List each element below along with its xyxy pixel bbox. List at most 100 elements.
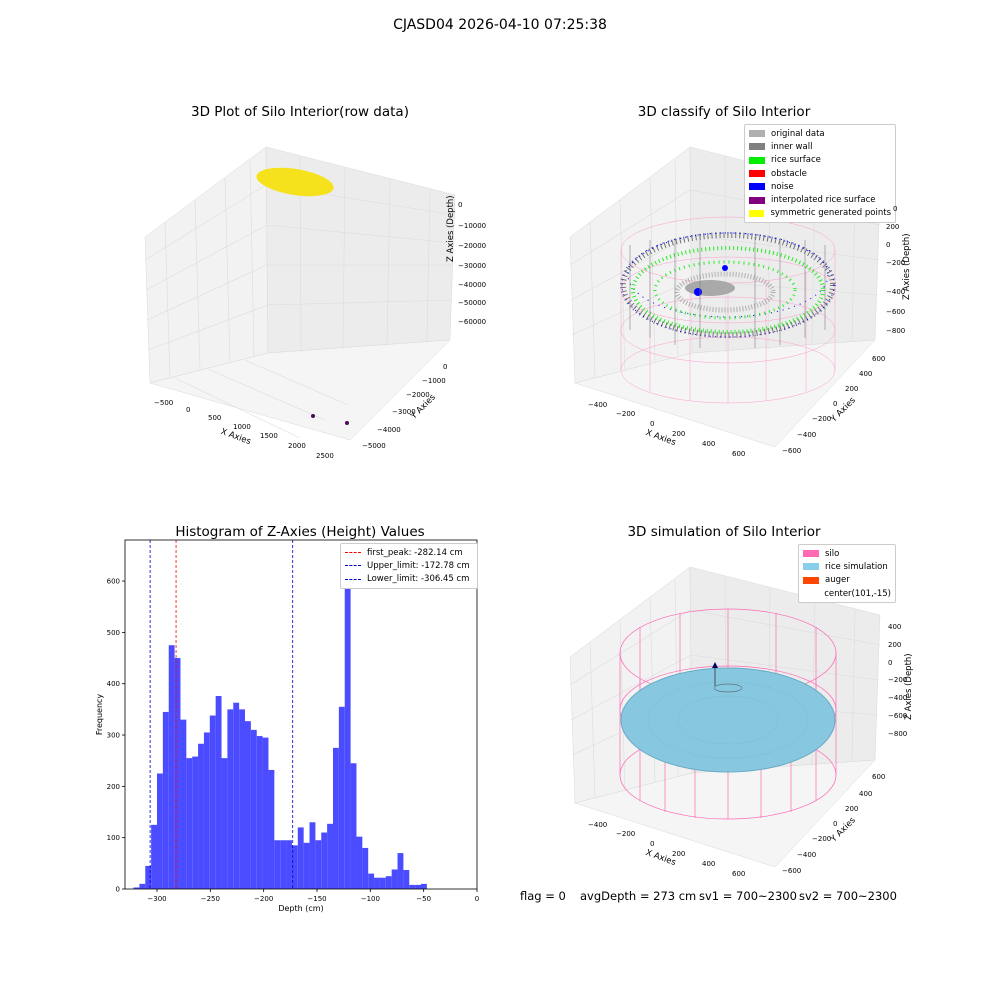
sim-ytick: 0	[833, 820, 838, 828]
raw-xtick: 500	[208, 414, 222, 422]
raw-rice-point-cloud	[256, 167, 334, 197]
histogram-bar	[198, 743, 204, 889]
histogram-bar	[321, 832, 328, 889]
raw-ztick: −50000	[458, 299, 487, 307]
histogram-bar	[139, 883, 146, 889]
raw-xtick: 2500	[316, 452, 334, 460]
histogram-bar	[397, 853, 404, 889]
histogram-legend: first_peak: -282.14 cm Upper_limit: -172…	[340, 543, 478, 589]
raw-ytick: −4000	[377, 426, 401, 434]
histogram-bar	[274, 840, 281, 889]
y-tick-label: 0	[116, 886, 120, 894]
classify-ytick: 600	[872, 355, 886, 363]
histogram-bar	[344, 563, 351, 889]
legend-item: silo	[803, 547, 891, 560]
classify-ztick: −200	[886, 259, 906, 267]
sim-ytick: −400	[797, 851, 817, 859]
histogram-bar	[245, 721, 251, 889]
simulation-plot-title: 3D simulation of Silo Interior	[627, 524, 821, 540]
histogram-bar	[180, 719, 187, 889]
x-axis-label: Depth (cm)	[278, 904, 323, 913]
sim-xtick: −200	[616, 830, 636, 838]
raw-ytick: −3000	[392, 408, 416, 416]
classify-zlabel: Z Axies (Depth)	[902, 233, 912, 300]
histogram-bar	[174, 658, 181, 889]
histogram-bar	[233, 702, 240, 889]
raw-xtick: −500	[154, 399, 174, 407]
x-tick-label: −250	[201, 895, 220, 903]
raw-xtick: 2000	[288, 442, 306, 450]
histogram-bar	[315, 840, 322, 889]
classify-ztick: −800	[886, 327, 906, 335]
x-tick-label: −200	[254, 895, 273, 903]
raw-ztick: 0	[458, 201, 463, 209]
x-tick-label: −300	[147, 895, 166, 903]
raw-zlabel: Z Axies (Depth)	[446, 195, 456, 262]
sim-ytick: −600	[782, 867, 802, 875]
histogram-bar	[368, 873, 375, 889]
legend-item: center(101,-15)	[824, 588, 891, 599]
sim-ztick: −200	[888, 676, 908, 684]
histogram-bar	[303, 842, 310, 889]
sim-ztick: −800	[888, 730, 908, 738]
x-tick-label: −50	[416, 895, 431, 903]
histogram-bar	[145, 865, 152, 889]
classify-ytick: −200	[812, 415, 832, 423]
classify-ztick: 0	[893, 205, 898, 213]
classify-ztick: 0	[886, 241, 891, 249]
histogram-bar	[333, 747, 339, 889]
legend-item: Upper_limit: -172.78 cm	[345, 559, 473, 572]
histogram-bar	[250, 729, 257, 889]
histogram-bar	[168, 645, 175, 889]
histogram-bar	[215, 696, 222, 889]
histogram-bar	[362, 847, 369, 889]
status-sv2: sv2 = 700~2300	[799, 889, 897, 903]
raw-ytick: −1000	[422, 377, 446, 385]
legend-item: rice simulation	[803, 560, 891, 573]
status-flag: flag = 0	[520, 889, 566, 903]
histogram-bar	[186, 758, 193, 889]
histogram-bar	[221, 758, 228, 889]
sim-xtick: −400	[588, 821, 608, 829]
histogram-bar	[192, 756, 199, 889]
raw-ytick: 0	[443, 363, 448, 371]
classify-xtick: 600	[732, 450, 746, 458]
legend-item: original data	[749, 127, 891, 140]
histogram-chart: −300 −250 −200 −150 −100 −50 0 0 100 200 300 400 500…	[95, 539, 479, 913]
figure-title: CJASD04 2026-04-10 07:25:38	[393, 17, 607, 33]
histogram-bar	[133, 887, 140, 889]
histogram-bar	[256, 736, 263, 889]
histogram-bar	[162, 711, 169, 889]
legend-item: auger	[803, 574, 891, 587]
classify-ytick: 0	[833, 400, 838, 408]
legend-item: interpolated rice surface	[749, 193, 891, 206]
histogram-bar	[286, 840, 292, 889]
histogram-bar	[415, 884, 421, 889]
simulation-3d-plot	[569, 566, 881, 868]
status-sv1: sv1 = 700~2300	[699, 889, 797, 903]
y-tick-label: 100	[107, 834, 120, 842]
raw-3d-plot	[144, 146, 456, 441]
histogram-bar	[239, 709, 245, 889]
sim-ztick: 0	[888, 659, 893, 667]
histogram-bar	[227, 709, 234, 889]
y-tick-label: 500	[107, 629, 120, 637]
sim-xtick: 0	[650, 840, 655, 848]
y-tick-label: 600	[107, 578, 120, 586]
y-tick-label: 400	[107, 680, 120, 688]
raw-ytick: −2000	[406, 391, 430, 399]
x-tick-label: −100	[361, 895, 380, 903]
raw-xtick: 0	[186, 406, 191, 414]
classify-ztick: 200	[886, 223, 900, 231]
histogram-bar	[309, 822, 316, 889]
classify-xtick: 0	[650, 420, 655, 428]
histogram-bar	[291, 845, 298, 889]
histogram-bar	[350, 763, 357, 889]
classify-ztick: −400	[886, 288, 906, 296]
histogram-bar	[327, 823, 333, 889]
raw-plot-title: 3D Plot of Silo Interior(row data)	[191, 104, 409, 120]
histogram-bar	[385, 876, 392, 889]
classify-ytick: −400	[797, 431, 817, 439]
histogram-bar	[280, 840, 287, 889]
histogram-bar	[356, 836, 363, 889]
